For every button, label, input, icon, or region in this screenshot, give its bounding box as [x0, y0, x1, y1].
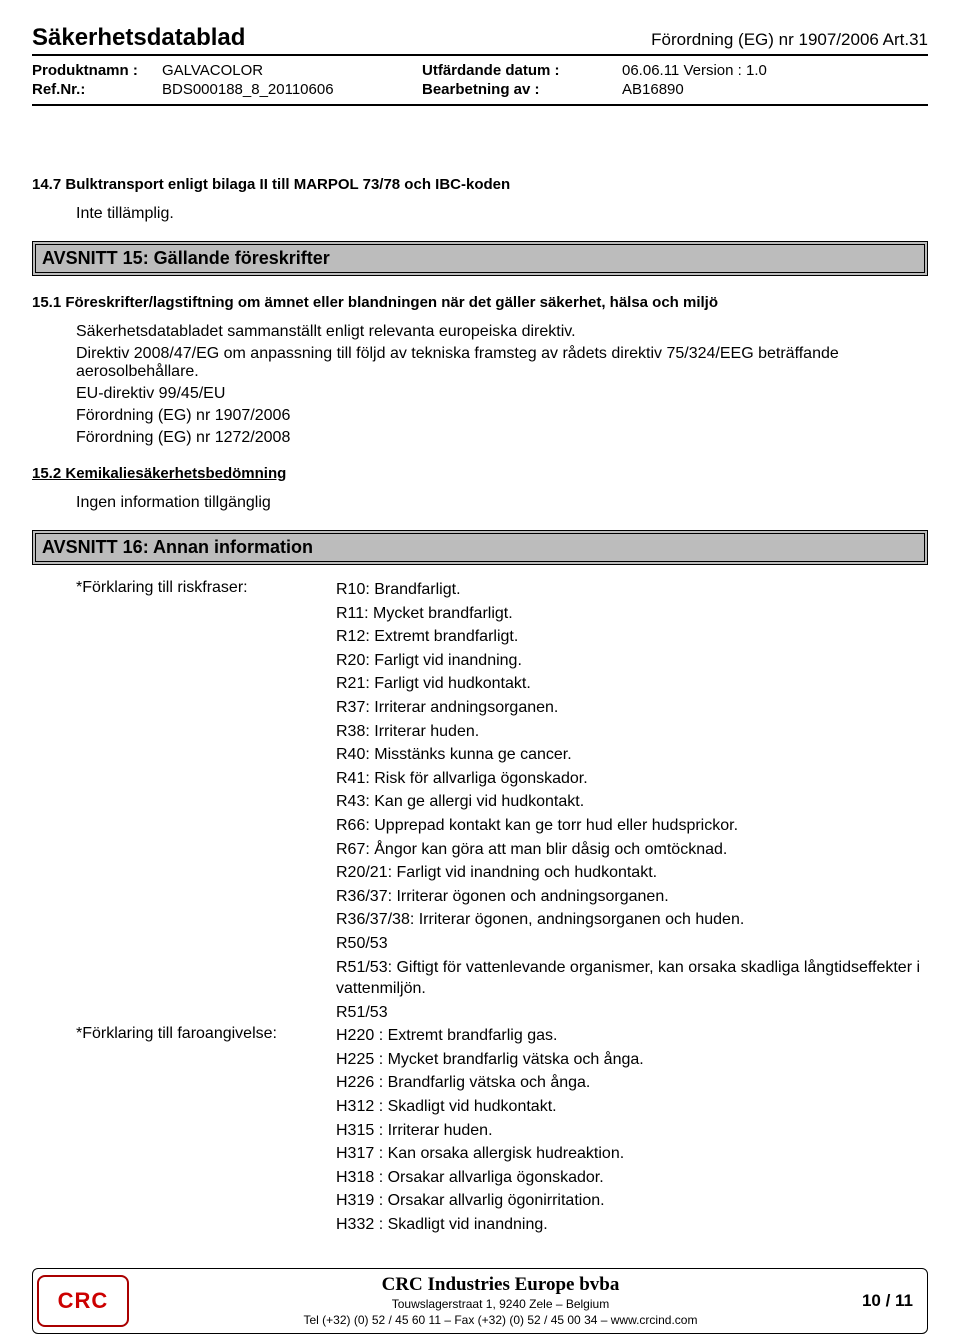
section-15-1-body: Säkerhetsdatabladet sammanställt enligt … [76, 323, 928, 447]
section-14-7-body: Inte tillämplig. [76, 205, 928, 223]
process-label: Bearbetning av : [422, 81, 622, 98]
footer-address: Touwslagerstraat 1, 9240 Zele – Belgium [139, 1297, 862, 1313]
process-value: AB16890 [622, 81, 928, 98]
hazard-line: H332 : Skadligt vid inandning. [336, 1214, 644, 1236]
hazard-line: H317 : Kan orsaka allergisk hudreaktion. [336, 1143, 644, 1165]
section-14-7-text: Inte tillämplig. [76, 205, 928, 223]
footer-center: CRC Industries Europe bvba Touwslagerstr… [139, 1273, 862, 1329]
hazard-label: *Förklaring till faroangivelse: [76, 1025, 336, 1043]
risk-line: R38: Irriterar huden. [336, 721, 928, 743]
section-15-1-line: EU-direktiv 99/45/EU [76, 385, 928, 403]
section-15-1-heading: 15.1 Föreskrifter/lagstiftning om ämnet … [32, 294, 928, 311]
section-15-1-line: Förordning (EG) nr 1907/2006 [76, 407, 928, 425]
crc-logo: CRC [37, 1275, 129, 1327]
risk-line: R20/21: Farligt vid inandning och hudkon… [336, 862, 928, 884]
header-bar: Säkerhetsdatablad Förordning (EG) nr 190… [32, 24, 928, 56]
section-15-2-heading: 15.2 Kemikaliesäkerhetsbedömning [32, 465, 928, 482]
risk-line: R51/53 [336, 1002, 928, 1024]
risk-line: R20: Farligt vid inandning. [336, 650, 928, 672]
section-15-1-line: Förordning (EG) nr 1272/2008 [76, 429, 928, 447]
hazard-line: H318 : Orsakar allvarliga ögonskador. [336, 1167, 644, 1189]
hazard-line: H319 : Orsakar allvarlig ögonirritation. [336, 1190, 644, 1212]
section-14-7-heading: 14.7 Bulktransport enligt bilaga II till… [32, 176, 928, 193]
regulation-text: Förordning (EG) nr 1907/2006 Art.31 [651, 30, 928, 50]
hazard-line: H315 : Irriterar huden. [336, 1120, 644, 1142]
product-label: Produktnamn : [32, 62, 162, 79]
risk-line: R21: Farligt vid hudkontakt. [336, 673, 928, 695]
doc-title: Säkerhetsdatablad [32, 24, 245, 52]
risk-values: R10: Brandfarligt.R11: Mycket brandfarli… [336, 579, 928, 1025]
issue-value: 06.06.11 Version : 1.0 [622, 62, 928, 79]
risk-label: *Förklaring till riskfraser: [76, 579, 336, 597]
avsnitt-15-title: AVSNITT 15: Gällande föreskrifter [32, 241, 928, 276]
risk-line: R37: Irriterar andningsorganen. [336, 697, 928, 719]
footer: CRC CRC Industries Europe bvba Touwslage… [32, 1268, 928, 1334]
page-number: 10 / 11 [862, 1291, 913, 1311]
hazard-line: H225 : Mycket brandfarlig vätska och ång… [336, 1049, 644, 1071]
section-15-2-text: Ingen information tillgänglig [76, 494, 928, 512]
section-15-2-body: Ingen information tillgänglig [76, 494, 928, 512]
risk-line: R50/53 [336, 933, 928, 955]
ref-label: Ref.Nr.: [32, 81, 162, 98]
ref-value: BDS000188_8_20110606 [162, 81, 422, 98]
risk-line: R67: Ångor kan göra att man blir dåsig o… [336, 839, 928, 861]
section-15-1-line: Säkerhetsdatabladet sammanställt enligt … [76, 323, 928, 341]
footer-company: CRC Industries Europe bvba [139, 1273, 862, 1298]
risk-line: R36/37/38: Irriterar ögonen, andningsorg… [336, 909, 928, 931]
footer-contact: Tel (+32) (0) 52 / 45 60 11 – Fax (+32) … [139, 1313, 862, 1329]
issue-label: Utfärdande datum : [422, 62, 622, 79]
section-15-1-line: Direktiv 2008/47/EG om anpassning till f… [76, 345, 928, 381]
hazard-line: H226 : Brandfarlig vätska och ånga. [336, 1072, 644, 1094]
avsnitt-16-title: AVSNITT 16: Annan information [32, 530, 928, 565]
risk-line: R12: Extremt brandfarligt. [336, 626, 928, 648]
risk-line: R41: Risk för allvarliga ögonskador. [336, 768, 928, 790]
risk-line: R43: Kan ge allergi vid hudkontakt. [336, 791, 928, 813]
meta-block: Produktnamn : GALVACOLOR Utfärdande datu… [32, 62, 928, 106]
risk-line: R40: Misstänks kunna ge cancer. [336, 744, 928, 766]
hazard-line: H220 : Extremt brandfarlig gas. [336, 1025, 644, 1047]
risk-line: R51/53: Giftigt för vattenlevande organi… [336, 957, 928, 1000]
risk-line: R10: Brandfarligt. [336, 579, 928, 601]
risk-line: R36/37: Irriterar ögonen och andningsorg… [336, 886, 928, 908]
product-value: GALVACOLOR [162, 62, 422, 79]
hazard-values: H220 : Extremt brandfarlig gas.H225 : My… [336, 1025, 644, 1237]
risk-line: R11: Mycket brandfarligt. [336, 603, 928, 625]
hazard-line: H312 : Skadligt vid hudkontakt. [336, 1096, 644, 1118]
risk-phrases-block: *Förklaring till riskfraser: R10: Brandf… [76, 579, 928, 1238]
risk-line: R66: Upprepad kontakt kan ge torr hud el… [336, 815, 928, 837]
